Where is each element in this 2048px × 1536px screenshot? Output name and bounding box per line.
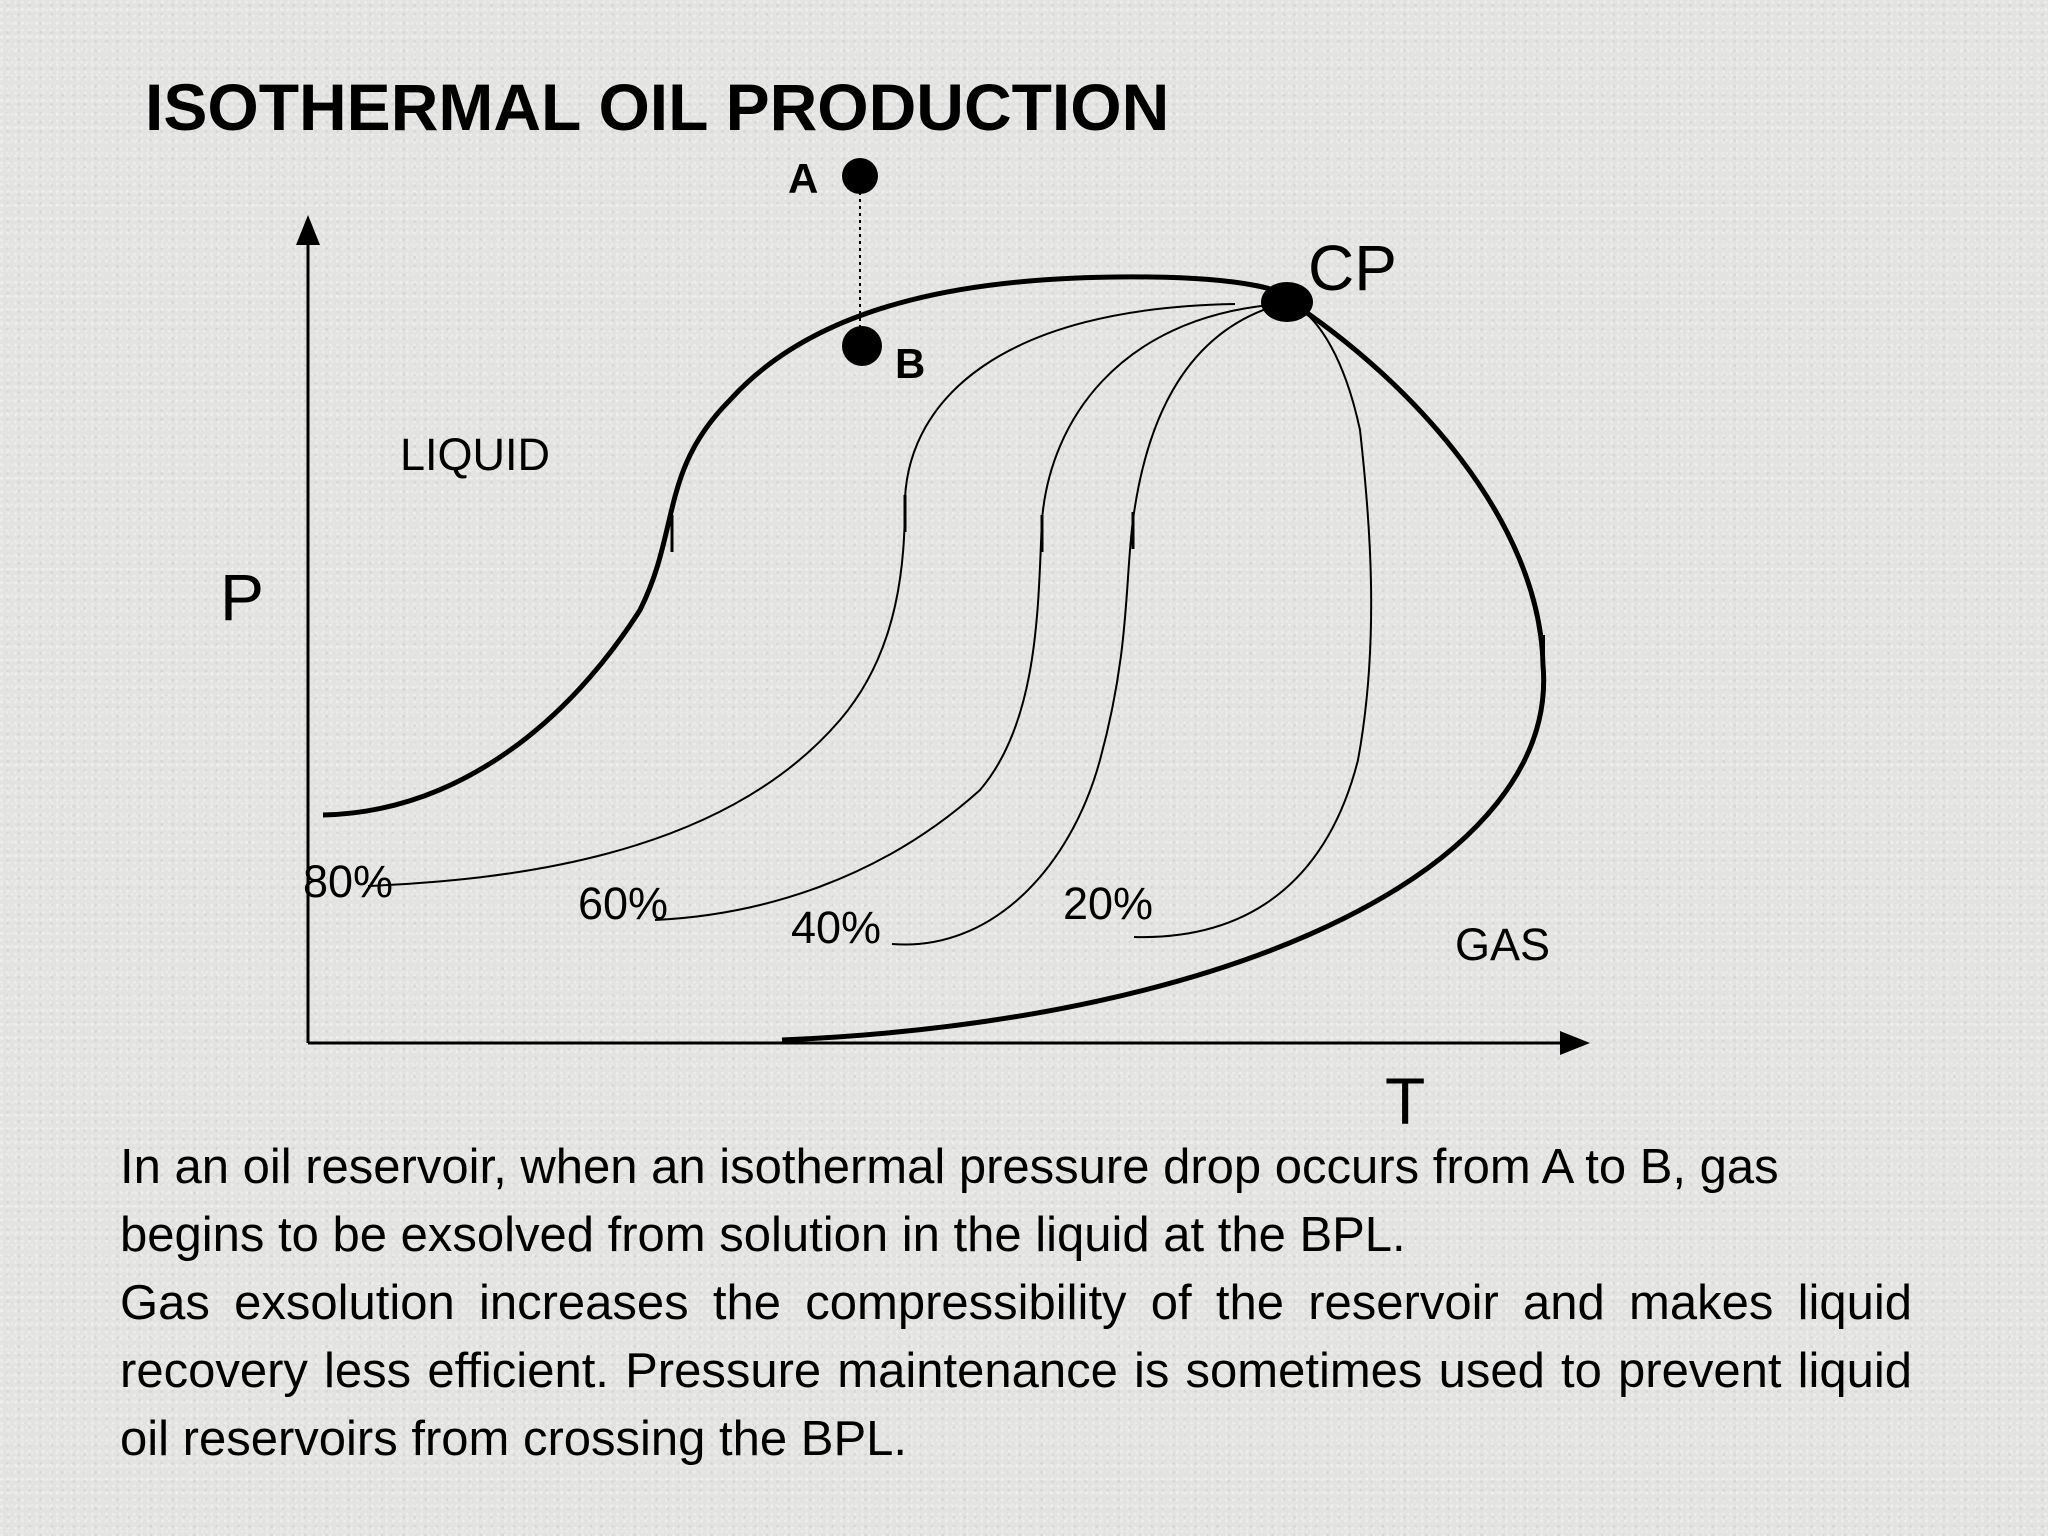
critical-point-marker [1261,282,1313,322]
quality-label-80: 80% [303,856,393,907]
point-a-label: A [788,155,818,202]
quality-line-20 [1133,304,1373,939]
point-b-marker [842,326,882,366]
caption-paragraph-1: In an oil reservoir, when an isothermal … [120,1140,1779,1262]
point-a-marker [842,158,878,194]
quality-label-20: 20% [1063,878,1153,929]
quality-line-80 [367,303,1236,887]
caption-paragraph-2: Gas exsolution increases the compressibi… [120,1276,1912,1466]
point-b-label: B [895,340,925,387]
x-axis-label: T [1385,1064,1425,1138]
y-axis-label: P [220,560,264,634]
y-axis-arrow-icon [296,215,320,245]
phase-envelope-curve [322,274,1547,1043]
liquid-region-label: LIQUID [400,429,550,480]
quality-label-40: 40% [791,902,881,953]
x-axis-arrow-icon [1560,1031,1590,1055]
quality-line-40 [891,302,1286,946]
caption: In an oil reservoir, when an isothermal … [120,1133,1912,1473]
critical-point-label: CP [1308,232,1397,304]
quality-label-60: 60% [578,878,668,929]
gas-region-label: GAS [1455,919,1550,970]
quality-line-60 [654,304,1271,921]
slide-title: ISOTHERMAL OIL PRODUCTION [145,70,1170,144]
